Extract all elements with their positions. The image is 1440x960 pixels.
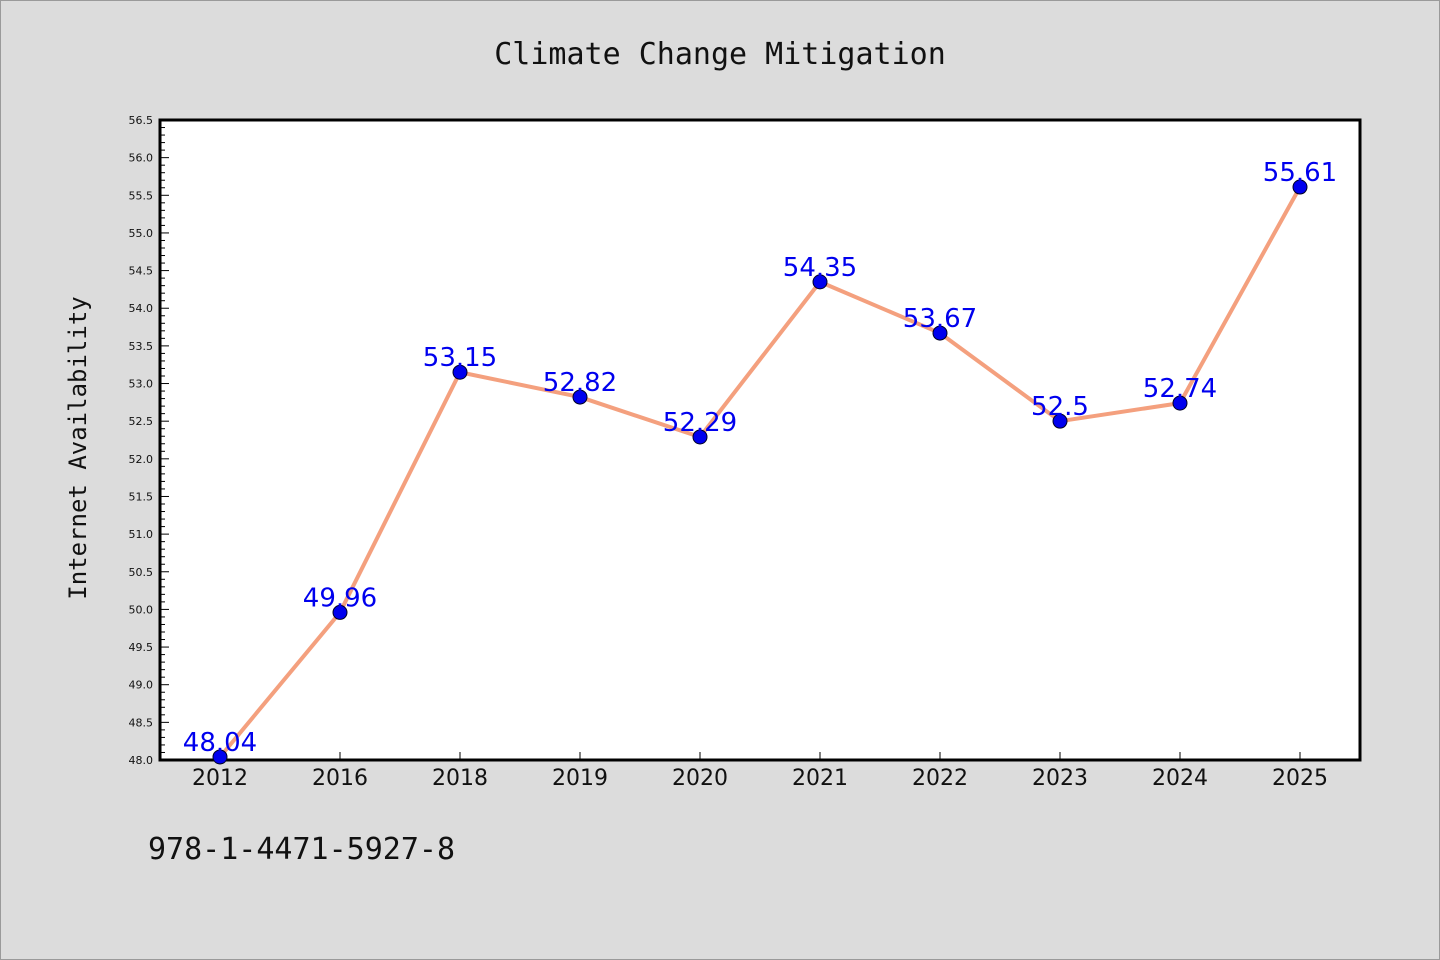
y-tick-label: 55.5 (129, 189, 154, 202)
data-point (692, 429, 708, 445)
x-axis: 2012 2016 2018 2019 2020 2021 2022 2023 2024 2025 (192, 752, 1328, 791)
data-point (452, 364, 468, 380)
footer-code: 978-1-4471-5927-8 (148, 832, 456, 867)
data-label: 52.74 (1143, 374, 1217, 404)
y-tick-label: 50.5 (129, 566, 154, 579)
x-tick-label: 2019 (552, 766, 608, 791)
data-point (212, 749, 228, 765)
y-tick-label: 56.0 (129, 152, 154, 165)
x-tick-label: 2021 (792, 766, 848, 791)
x-tick-label: 2016 (312, 766, 368, 791)
x-tick-label: 2024 (1152, 766, 1208, 791)
data-label: 49.96 (303, 583, 377, 613)
x-tick-label: 2012 (192, 766, 248, 791)
data-point (332, 604, 348, 620)
x-tick-label: 2018 (432, 766, 488, 791)
data-label: 52.29 (663, 408, 737, 438)
data-label: 54.35 (783, 253, 857, 283)
series-line (218, 186, 1302, 759)
y-tick-label: 49.0 (129, 679, 154, 692)
series-group (212, 179, 1308, 765)
y-tick-label: 54.5 (129, 265, 154, 278)
data-point (932, 325, 948, 341)
y-axis-label: Internet Availability (64, 296, 92, 599)
y-tick-label: 55.0 (129, 227, 154, 240)
data-label: 55.61 (1263, 158, 1337, 188)
y-tick-label: 52.5 (129, 415, 154, 428)
chart-title: Climate Change Mitigation (494, 37, 946, 72)
data-point (572, 389, 588, 405)
y-tick-label: 50.0 (129, 603, 154, 616)
plot-area (158, 118, 1362, 762)
y-tick-label: 48.0 (129, 754, 154, 767)
y-tick-label: 48.5 (129, 716, 154, 729)
data-point (812, 274, 828, 290)
y-tick-label: 56.5 (129, 114, 154, 127)
data-label: 52.5 (1031, 392, 1089, 422)
y-axis: 48.0 48.5 49.0 49.5 50.0 50.5 51.0 51.5 52.0 52.5… (129, 114, 169, 767)
data-label: 48.04 (183, 728, 257, 758)
y-tick-label: 51.5 (129, 490, 154, 503)
y-tick-label: 52.0 (129, 453, 154, 466)
data-labels: 48.04 49.96 53.15 52.82 52.29 54.35 53.67 52.5 5… (183, 158, 1337, 758)
x-tick-label: 2025 (1272, 766, 1328, 791)
data-label: 52.82 (543, 368, 617, 398)
data-point (1292, 179, 1308, 195)
x-tick-label: 2022 (912, 766, 968, 791)
y-tick-label: 53.5 (129, 340, 154, 353)
y-tick-label: 51.0 (129, 528, 154, 541)
data-point (1172, 395, 1188, 411)
data-label: 53.67 (903, 304, 977, 334)
x-tick-label: 2023 (1032, 766, 1088, 791)
data-point (1052, 413, 1068, 429)
y-tick-label: 53.0 (129, 378, 154, 391)
data-label: 53.15 (423, 343, 497, 373)
y-tick-label: 49.5 (129, 641, 154, 654)
y-tick-label: 54.0 (129, 302, 154, 315)
x-tick-label: 2020 (672, 766, 728, 791)
